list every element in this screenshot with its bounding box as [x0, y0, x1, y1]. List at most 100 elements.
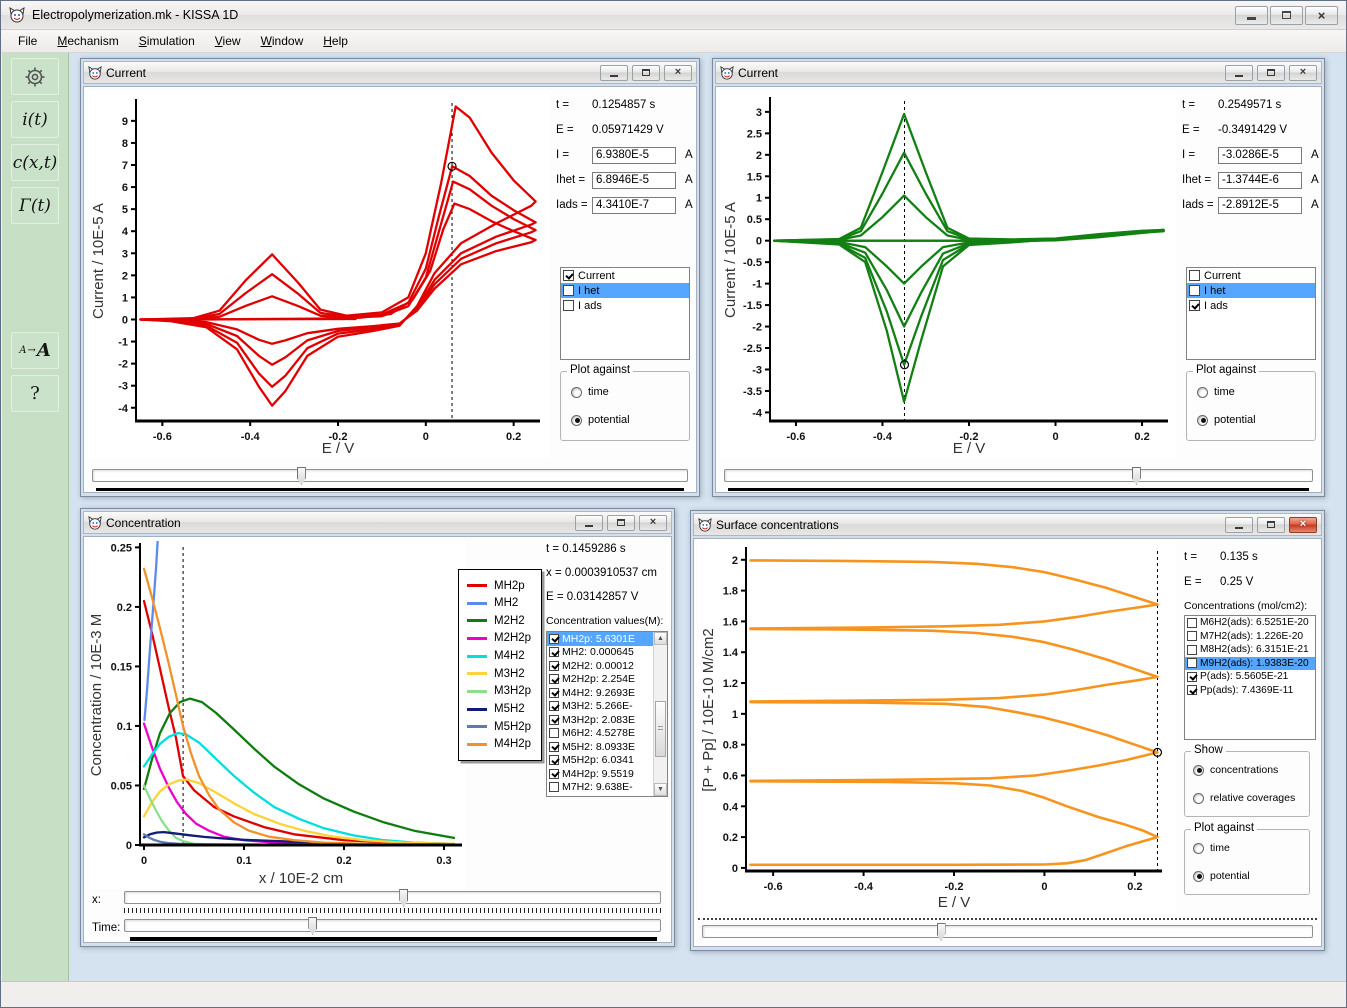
checkbox-checked[interactable]: [549, 768, 559, 779]
time-slider[interactable]: [702, 923, 1313, 941]
checkbox-checked[interactable]: [549, 633, 559, 644]
list-item-ihet[interactable]: I het: [561, 283, 689, 298]
menu-file[interactable]: File: [18, 34, 38, 48]
radio-icon[interactable]: [1197, 386, 1208, 398]
minimize-button[interactable]: [1225, 64, 1253, 81]
list-item[interactable]: M4H2p: 9.5519: [547, 767, 653, 781]
close-button[interactable]: ×: [664, 64, 692, 81]
checkbox-checked[interactable]: [1187, 671, 1197, 682]
list-item[interactable]: P(ads): 5.5605E-21: [1185, 670, 1315, 684]
slider-thumb[interactable]: [1131, 467, 1141, 485]
maximize-button[interactable]: [1257, 64, 1285, 81]
list-item-ihet[interactable]: I het: [1187, 283, 1315, 298]
iads-field[interactable]: -2.8912E-5: [1218, 196, 1302, 214]
checkbox-unchecked[interactable]: [563, 300, 574, 311]
radio-concentrations[interactable]: concentrations: [1193, 764, 1278, 776]
checkbox-checked[interactable]: [549, 755, 559, 766]
list-item[interactable]: M6H2: 4.5278E: [547, 727, 653, 741]
radio-time[interactable]: time: [1197, 386, 1235, 398]
concentration-plot-button[interactable]: c(x,t): [11, 144, 59, 181]
menu-mechanism[interactable]: Mechanism: [57, 34, 119, 48]
checkbox-unchecked[interactable]: [1187, 658, 1197, 669]
radio-selected-icon[interactable]: [1193, 870, 1204, 882]
checkbox-unchecked[interactable]: [1189, 270, 1200, 281]
maximize-button[interactable]: [1270, 5, 1303, 25]
x-slider[interactable]: [124, 889, 661, 907]
menu-simulation[interactable]: Simulation: [138, 34, 195, 48]
current-plot-button[interactable]: i(t): [11, 101, 59, 138]
checkbox-checked[interactable]: [549, 701, 559, 712]
font-size-button[interactable]: A → A: [11, 332, 59, 369]
vertical-scrollbar[interactable]: ▲ ▼: [653, 632, 667, 796]
slider-thumb[interactable]: [308, 917, 318, 935]
checkbox-unchecked[interactable]: [1187, 617, 1197, 628]
minimize-button[interactable]: [575, 514, 603, 531]
iads-field[interactable]: 4.3410E-7: [592, 196, 676, 214]
ihet-field[interactable]: -1.3744E-6: [1218, 171, 1302, 189]
checkbox-unchecked[interactable]: [549, 728, 559, 739]
scroll-thumb[interactable]: [655, 700, 666, 757]
checkbox-checked[interactable]: [1189, 300, 1200, 311]
checkbox-checked[interactable]: [549, 660, 559, 671]
radio-potential[interactable]: potential: [1197, 414, 1256, 426]
menu-help[interactable]: Help: [323, 34, 348, 48]
time-slider[interactable]: [724, 467, 1313, 485]
minimize-button[interactable]: [600, 64, 628, 81]
list-item-iads[interactable]: I ads: [1187, 298, 1315, 313]
radio-icon[interactable]: [571, 386, 582, 398]
checkbox-checked[interactable]: [549, 647, 559, 658]
checkbox-unchecked[interactable]: [1189, 285, 1200, 296]
list-item[interactable]: M4H2: 9.2693E: [547, 686, 653, 700]
list-item[interactable]: M8H2(ads): 6.3151E-21: [1185, 643, 1315, 657]
surface-concentration-plot[interactable]: 0 0.2 0.4 0.6 0.8 1 1.2 1.4 1.6 1.8 2 -0.6 -0.4 -0.2 0…: [698, 541, 1176, 913]
list-item[interactable]: M5H2: 8.0933E: [547, 740, 653, 754]
list-item[interactable]: MH2: 0.000645: [547, 646, 653, 660]
radio-icon[interactable]: [1193, 842, 1204, 854]
slider-thumb[interactable]: [296, 467, 306, 485]
radio-potential[interactable]: potential: [1193, 870, 1250, 882]
slider-thumb[interactable]: [399, 889, 409, 907]
list-item[interactable]: M3H2p: 2.083E: [547, 713, 653, 727]
radio-selected-icon[interactable]: [571, 414, 582, 426]
cv-plot-red[interactable]: 9 8 7 6 5 4 3 2 1 0 -1 -2 -3 -4 -0.6 -0.4 -0.2 0 0.2 Curren…: [88, 91, 550, 459]
checkbox-unchecked[interactable]: [1187, 644, 1197, 655]
checkbox-checked[interactable]: [549, 687, 559, 698]
checkbox-checked[interactable]: [563, 270, 574, 281]
list-item-current[interactable]: Current: [561, 268, 689, 283]
list-item[interactable]: M7H2: 9.638E-: [547, 781, 653, 795]
current-field[interactable]: -3.0286E-5: [1218, 146, 1302, 164]
window-current-green-titlebar[interactable]: Current ×: [715, 61, 1322, 84]
window-surface-titlebar[interactable]: Surface concentrations ×: [693, 513, 1322, 536]
surface-plot-button[interactable]: Γ(t): [11, 187, 59, 224]
checkbox-checked[interactable]: [549, 741, 559, 752]
settings-button[interactable]: [11, 58, 59, 95]
list-item[interactable]: MH2p: 5.6301E: [547, 632, 653, 646]
close-button[interactable]: ×: [639, 514, 667, 531]
help-button[interactable]: ?: [11, 375, 59, 412]
list-item[interactable]: Pp(ads): 7.4369E-11: [1185, 684, 1315, 698]
maximize-button[interactable]: [1257, 516, 1285, 533]
minimize-button[interactable]: [1225, 516, 1253, 533]
maximize-button[interactable]: [632, 64, 660, 81]
close-button[interactable]: ×: [1289, 516, 1317, 533]
list-item[interactable]: M2H2: 0.00012: [547, 659, 653, 673]
concentration-plot[interactable]: 0 0.05 0.1 0.15 0.2 0.25 0 0.1 0.2 0.3 Concentrati…: [86, 541, 466, 889]
close-button[interactable]: ×: [1305, 5, 1338, 25]
radio-icon[interactable]: [1193, 792, 1204, 804]
radio-selected-icon[interactable]: [1193, 764, 1204, 776]
checkbox-unchecked[interactable]: [549, 782, 559, 793]
list-item[interactable]: M5H2p: 6.0341: [547, 754, 653, 768]
cv-plot-green[interactable]: 3 2.5 2 1.5 1 0.5 0 -0.5 -1 -1.5 -2 -2.5 -3 -3.5 -4 -0.…: [720, 91, 1176, 459]
checkbox-checked[interactable]: [549, 714, 559, 725]
checkbox-checked[interactable]: [549, 674, 559, 685]
radio-selected-icon[interactable]: [1197, 414, 1208, 426]
radio-time[interactable]: time: [571, 386, 609, 398]
list-item[interactable]: M6H2(ads): 6.5251E-20: [1185, 616, 1315, 630]
radio-potential[interactable]: potential: [571, 414, 630, 426]
checkbox-unchecked[interactable]: [1187, 631, 1197, 642]
list-item[interactable]: M3H2: 5.266E-: [547, 700, 653, 714]
menu-view[interactable]: View: [214, 34, 241, 48]
checkbox-checked[interactable]: [1187, 685, 1197, 696]
window-current-red-titlebar[interactable]: Current ×: [83, 61, 697, 84]
ihet-field[interactable]: 6.8946E-5: [592, 171, 676, 189]
